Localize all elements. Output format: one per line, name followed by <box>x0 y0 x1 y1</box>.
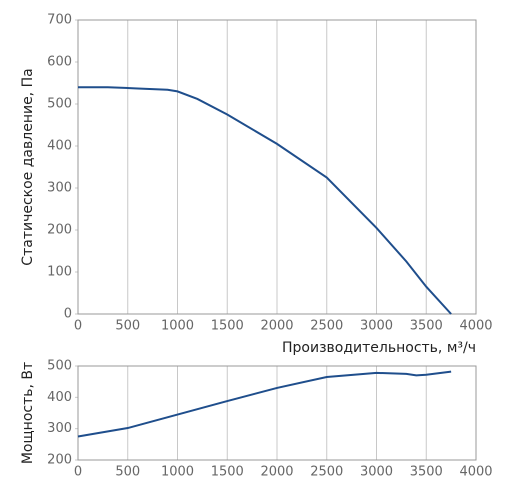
y-axis-label: Статическое давление, Па <box>20 68 36 265</box>
y-tick-label: 200 <box>47 223 72 238</box>
y-axis-label: Мощность, Вт <box>20 362 36 464</box>
x-tick-label: 500 <box>115 465 140 480</box>
x-tick-label: 1500 <box>211 319 244 334</box>
data-line <box>78 86 452 315</box>
y-tick-label: 200 <box>47 453 72 468</box>
y-tick-label: 700 <box>47 13 72 28</box>
x-tick-label: 1000 <box>161 319 194 334</box>
x-tick-label: 1500 <box>211 465 244 480</box>
x-tick-label: 2500 <box>310 465 343 480</box>
y-tick-label: 500 <box>47 97 72 112</box>
x-tick-label: 0 <box>74 319 82 334</box>
x-tick-label: 4000 <box>459 319 492 334</box>
x-axis-label: Производительность, м³/ч <box>282 340 476 356</box>
x-tick-label: 4000 <box>459 465 492 480</box>
x-tick-label: 3500 <box>410 465 443 480</box>
x-tick-label: 3500 <box>410 319 443 334</box>
x-tick-label: 3000 <box>360 465 393 480</box>
plot-frame <box>77 19 477 315</box>
y-tick-label: 600 <box>47 55 72 70</box>
x-tick-label: 3000 <box>360 319 393 334</box>
x-tick-label: 2000 <box>260 465 293 480</box>
x-tick-label: 500 <box>115 319 140 334</box>
x-tick-label: 2500 <box>310 319 343 334</box>
y-tick-label: 500 <box>47 359 72 374</box>
y-tick-label: 300 <box>47 421 72 436</box>
y-tick-label: 0 <box>64 307 72 322</box>
plot-frame <box>77 365 477 461</box>
y-tick-label: 300 <box>47 181 72 196</box>
y-tick-label: 400 <box>47 390 72 405</box>
y-tick-label: 100 <box>47 265 72 280</box>
x-tick-label: 2000 <box>260 319 293 334</box>
x-tick-label: 1000 <box>161 465 194 480</box>
x-tick-label: 0 <box>74 465 82 480</box>
y-tick-label: 400 <box>47 139 72 154</box>
data-line <box>77 370 452 438</box>
